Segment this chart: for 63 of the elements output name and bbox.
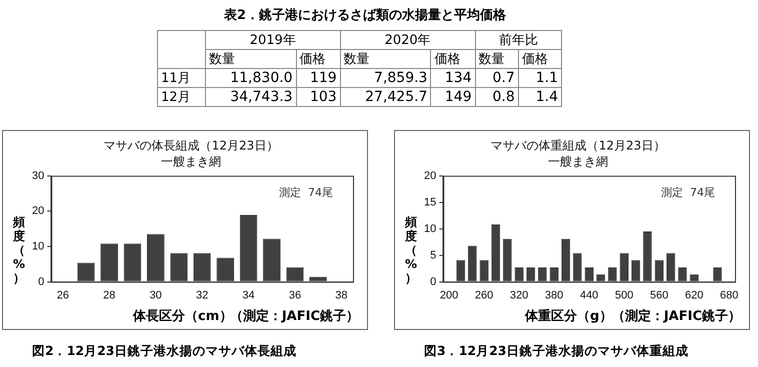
- data-label: 0.8: [475, 88, 518, 106]
- data-label: 34,743.3: [205, 88, 296, 106]
- x-tick-label: 260: [474, 289, 494, 302]
- data-label: 1.1: [518, 68, 562, 88]
- x-tick-label: 価格: [296, 50, 340, 68]
- x-tick-label: 34: [242, 289, 255, 302]
- text: （測定：JAFIC銚子）: [230, 308, 359, 325]
- caption: 図3．12月23日銚子港水揚のマサバ体重組成: [424, 343, 688, 360]
- text: 前年比: [475, 30, 562, 50]
- x-axis-title: 体長区分（cm）: [133, 308, 232, 325]
- x-axis-title: 体重区分（g）: [525, 308, 612, 325]
- x-tick-label: 数量: [340, 50, 431, 68]
- y-tick-label: 10: [32, 240, 44, 252]
- x-tick-label: 数量: [205, 50, 296, 68]
- x-tick-label: 26: [56, 289, 69, 302]
- x-tick-label: 価格: [430, 50, 476, 68]
- text: 2019年: [205, 30, 340, 50]
- data-label: 0.7: [475, 68, 518, 88]
- y-axis-title: 頻度（%）: [404, 215, 418, 285]
- x-tick-label: 200: [440, 289, 458, 302]
- text: 2020年: [340, 30, 476, 50]
- x-tick-label: 38: [335, 289, 348, 302]
- chart-title: マサバの体長組成（12月23日）: [104, 138, 278, 152]
- y-tick-label: 15: [424, 196, 436, 208]
- data-label: 134: [430, 68, 476, 88]
- x-tick-label: 36: [288, 289, 302, 302]
- y-tick-label: 12月: [158, 88, 206, 106]
- x-tick-label: 500: [614, 289, 634, 302]
- x-tick-label: 620: [684, 289, 704, 302]
- data-label: 7,859.3: [340, 68, 431, 88]
- y-tick-label: 30: [32, 170, 44, 182]
- x-tick-label: 30: [150, 289, 162, 302]
- y-tick-label: 10: [424, 222, 436, 235]
- y-tick-label: 0: [430, 276, 436, 288]
- chart-title: マサバの体重組成（12月23日）: [490, 138, 666, 152]
- y-axis-title: 頻度（%）: [12, 215, 26, 285]
- data-label: 103: [296, 88, 340, 106]
- text: （測定：JAFIC銚子）: [612, 308, 741, 325]
- annotation: 測定 74尾: [279, 186, 333, 200]
- y-tick-label: 0: [38, 276, 44, 288]
- data-label: 1.4: [518, 88, 562, 106]
- x-tick-label: 560: [650, 289, 668, 302]
- y-tick-label: 20: [424, 170, 436, 182]
- data-label: 27,425.7: [340, 88, 431, 106]
- x-tick-label: 28: [103, 289, 116, 302]
- caption: 図2．12月23日銚子港水揚のマサバ体長組成: [32, 343, 296, 360]
- chart-subtitle: 一艘まき網: [161, 154, 221, 169]
- data-label: 119: [296, 68, 340, 88]
- annotation: 測定 74尾: [661, 186, 715, 200]
- x-tick-label: 440: [580, 289, 598, 302]
- y-tick-label: 5: [430, 249, 436, 262]
- x-tick-label: 32: [196, 289, 208, 302]
- x-tick-label: 380: [544, 289, 564, 302]
- x-tick-label: 680: [720, 289, 738, 302]
- x-tick-label: 320: [510, 289, 528, 302]
- y-tick-label: 20: [32, 205, 44, 218]
- x-tick-label: 数量: [475, 50, 518, 68]
- data-label: 11,830.0: [205, 68, 296, 88]
- chart-title: 表2．銚子港におけるさば類の水揚量と平均価格: [222, 7, 508, 24]
- data-label: 149: [430, 88, 476, 106]
- x-tick-label: 価格: [518, 50, 562, 68]
- chart-subtitle: 一艘まき網: [548, 154, 608, 169]
- y-tick-label: 11月: [158, 68, 206, 88]
